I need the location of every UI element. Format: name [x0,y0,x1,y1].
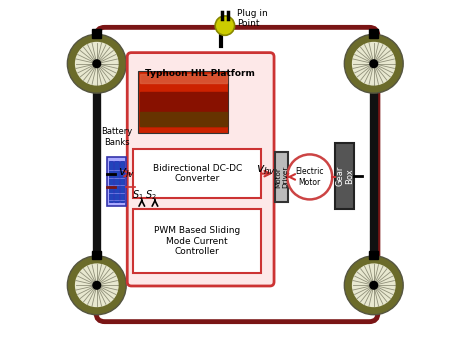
Bar [335,143,355,209]
Circle shape [215,16,235,35]
Bar [92,251,101,259]
Bar [109,161,113,202]
Circle shape [287,154,332,199]
Circle shape [75,264,118,306]
Circle shape [67,256,126,315]
Text: $S_1$: $S_1$ [132,188,144,202]
Text: $S_2$: $S_2$ [145,188,157,202]
Text: Plug in
Point: Plug in Point [237,9,268,28]
Circle shape [75,43,118,85]
Text: PWM Based Sliding
Mode Current
Controller: PWM Based Sliding Mode Current Controlle… [154,226,240,256]
Bar [369,251,378,259]
Bar [119,161,124,202]
Text: Typhoon HIL Platform: Typhoon HIL Platform [145,69,255,78]
Bar [369,29,378,38]
Circle shape [344,34,403,93]
Text: Electric
Motor: Electric Motor [295,167,324,187]
Text: Gear
Box: Gear Box [335,166,355,186]
FancyBboxPatch shape [134,149,261,198]
Bar [92,29,101,38]
Text: $v_{hv}$: $v_{hv}$ [256,164,276,177]
FancyBboxPatch shape [127,53,274,286]
Circle shape [344,256,403,315]
Bar [140,92,227,126]
Text: Bidirectional DC-DC
Converter: Bidirectional DC-DC Converter [153,164,242,183]
Bar [114,161,118,202]
Text: Battery
Banks: Battery Banks [101,127,132,147]
Circle shape [93,281,100,289]
Bar [138,70,228,133]
Circle shape [67,34,126,93]
Bar [140,112,227,126]
FancyBboxPatch shape [134,209,261,273]
Bar [140,74,227,83]
Text: Motor
Driver: Motor Driver [275,166,288,188]
Bar [107,157,126,206]
Circle shape [370,281,378,289]
Circle shape [93,60,100,68]
Bar [275,152,288,202]
Circle shape [353,264,395,306]
Text: $v_{lv}$: $v_{lv}$ [118,167,135,180]
Circle shape [353,43,395,85]
Circle shape [370,60,378,68]
